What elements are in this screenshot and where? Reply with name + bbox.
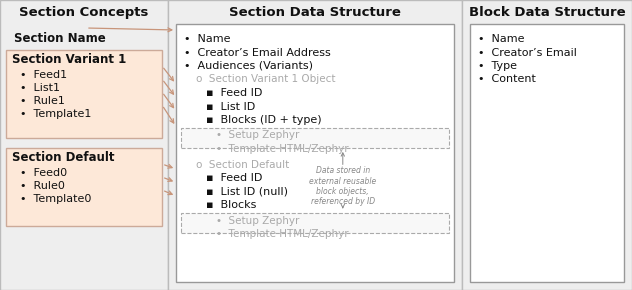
Text: ▪  List ID: ▪ List ID — [206, 102, 255, 111]
Text: •  Template HTML/Zephyr: • Template HTML/Zephyr — [216, 144, 349, 154]
Text: •  Template HTML/Zephyr: • Template HTML/Zephyr — [216, 229, 349, 239]
Bar — [0, 0, 168, 290]
Text: ▪  Blocks (ID + type): ▪ Blocks (ID + type) — [206, 115, 322, 125]
Text: •  Rule1: • Rule1 — [20, 96, 65, 106]
Text: Section Name: Section Name — [14, 32, 106, 45]
Text: Section Data Structure: Section Data Structure — [229, 6, 401, 19]
Text: •  Type: • Type — [478, 61, 517, 71]
Text: o  Section Default: o Section Default — [196, 160, 289, 169]
Text: •  Feed0: • Feed0 — [20, 168, 67, 178]
Text: •  Audiences (Variants): • Audiences (Variants) — [184, 61, 313, 71]
Text: o  Section Variant 1 Object: o Section Variant 1 Object — [196, 75, 336, 84]
Text: ▪  Blocks: ▪ Blocks — [206, 200, 257, 210]
Text: Section Default: Section Default — [12, 151, 114, 164]
Text: •  Feed1: • Feed1 — [20, 70, 67, 80]
Text: Section Concepts: Section Concepts — [20, 6, 149, 19]
Text: ▪  Feed ID: ▪ Feed ID — [206, 88, 262, 98]
Text: •  List1: • List1 — [20, 83, 60, 93]
Text: •  Content: • Content — [478, 75, 536, 84]
Bar — [176, 24, 454, 282]
Bar — [6, 148, 162, 226]
Text: •  Name: • Name — [478, 34, 525, 44]
Bar — [181, 213, 449, 233]
Text: •  Template1: • Template1 — [20, 109, 92, 119]
Text: ▪  List ID (null): ▪ List ID (null) — [206, 186, 288, 197]
Text: •  Name: • Name — [184, 34, 231, 44]
Text: •  Rule0: • Rule0 — [20, 181, 65, 191]
Text: Data stored in
external reusable
block objects,
referenced by ID: Data stored in external reusable block o… — [309, 166, 377, 206]
Text: Section Variant 1: Section Variant 1 — [12, 53, 126, 66]
Bar — [470, 24, 624, 282]
Text: •  Creator’s Email Address: • Creator’s Email Address — [184, 48, 331, 57]
Text: Block Data Structure: Block Data Structure — [469, 6, 625, 19]
Text: •  Template0: • Template0 — [20, 194, 92, 204]
Bar — [181, 128, 449, 148]
Text: ▪  Feed ID: ▪ Feed ID — [206, 173, 262, 183]
Text: •  Creator’s Email: • Creator’s Email — [478, 48, 577, 57]
Bar — [6, 50, 162, 138]
Bar — [168, 0, 462, 290]
Text: •  Setup Zephyr: • Setup Zephyr — [216, 215, 300, 226]
Text: •  Setup Zephyr: • Setup Zephyr — [216, 130, 300, 140]
Bar — [462, 0, 632, 290]
